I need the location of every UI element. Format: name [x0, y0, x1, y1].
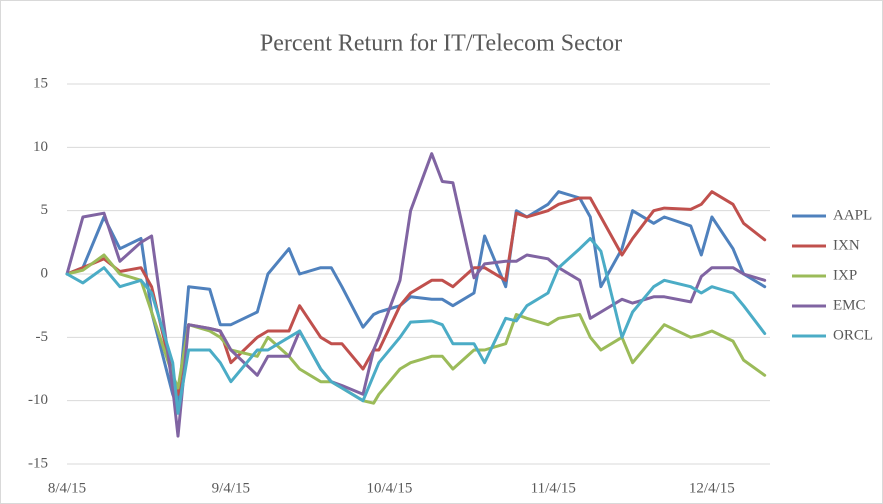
x-tick-label: 10/4/15: [367, 480, 413, 496]
series-line: [65, 253, 767, 405]
series-line: [65, 152, 767, 438]
legend-label: ORCL: [833, 327, 873, 343]
y-tick-label: 0: [41, 265, 49, 281]
series-line: [65, 190, 767, 409]
y-tick-label: -10: [28, 392, 48, 408]
chart-title: Percent Return for IT/Telecom Sector: [260, 31, 622, 57]
y-tick-label: 10: [33, 139, 48, 155]
x-tick-label: 9/4/15: [212, 480, 250, 496]
legend-label: IXP: [833, 267, 857, 283]
y-tick-label: -5: [36, 329, 49, 345]
y-tick-label: 5: [41, 202, 49, 218]
legend-label: EMC: [833, 297, 866, 313]
x-tick-label: 12/4/15: [689, 480, 735, 496]
series-line: [65, 237, 767, 415]
y-tick-label: 15: [33, 75, 48, 91]
x-tick-label: 11/4/15: [531, 480, 576, 496]
legend-label: AAPL: [833, 207, 872, 223]
legend-label: IXN: [833, 237, 860, 253]
x-tick-label: 8/4/15: [48, 480, 86, 496]
y-tick-label: -15: [28, 455, 48, 471]
